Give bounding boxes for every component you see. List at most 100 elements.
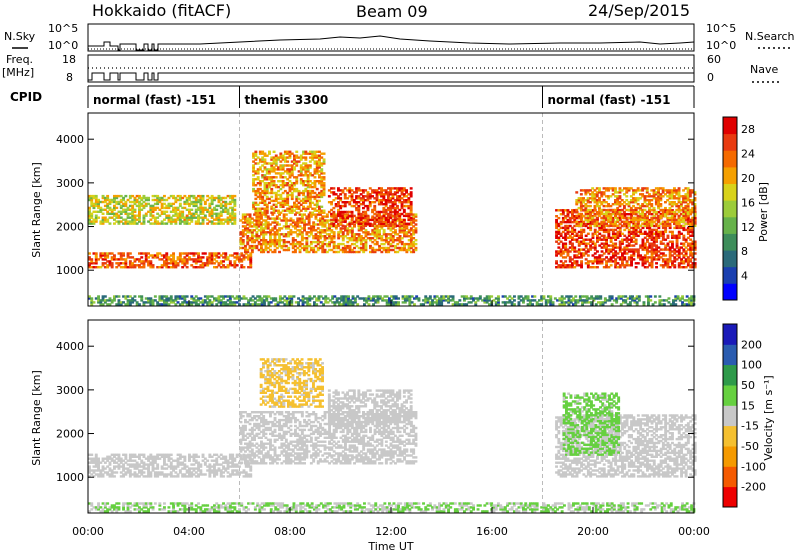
echo-cell	[158, 208, 162, 211]
echo-cell	[113, 218, 116, 221]
echo-cell	[566, 224, 570, 228]
echo-cell	[394, 231, 397, 234]
echo-cell	[254, 193, 258, 197]
echo-cell	[646, 252, 649, 255]
echo-cell	[654, 218, 658, 222]
echo-cell	[377, 218, 381, 222]
echo-cell	[625, 216, 629, 220]
echo-cell	[564, 250, 568, 253]
echo-cell	[577, 240, 581, 243]
echo-cell	[362, 220, 365, 223]
echo-cell	[260, 250, 263, 254]
echo-cell	[213, 258, 216, 261]
echo-cell	[693, 206, 697, 210]
echo-cell	[233, 303, 237, 306]
echo-cell	[169, 262, 173, 265]
echo-cell	[579, 224, 583, 227]
echo-cell	[682, 234, 686, 237]
echo-cell	[686, 199, 690, 202]
echo-cell	[328, 233, 331, 236]
echo-cell	[255, 233, 259, 236]
echo-cell	[577, 252, 581, 255]
echo-cell	[290, 160, 294, 163]
echo-cell	[412, 240, 416, 244]
echo-cell	[88, 216, 91, 219]
echo-cell	[575, 254, 579, 257]
echo-cell	[119, 266, 123, 269]
echo-cell	[260, 227, 263, 230]
echo-cell	[244, 256, 248, 259]
echo-cell	[273, 250, 277, 254]
echo-cell	[94, 202, 98, 206]
echo-cell	[167, 196, 171, 200]
echo-cell	[668, 226, 672, 230]
echo-cell	[197, 254, 200, 257]
echo-cell	[348, 250, 352, 254]
echo-cell	[591, 266, 595, 269]
echo-cell	[387, 201, 390, 204]
echo-cell	[593, 206, 597, 210]
echo-cell	[210, 214, 214, 217]
echo-cell	[217, 196, 221, 200]
echo-cell	[639, 206, 642, 210]
echo-cell	[304, 187, 308, 191]
echo-cell	[648, 262, 652, 265]
echo-cell	[611, 222, 615, 225]
echo-cell	[151, 301, 155, 304]
echo-cell	[382, 222, 386, 225]
echo-cell	[677, 246, 681, 249]
echo-cell	[384, 239, 388, 242]
echo-cell	[347, 301, 350, 304]
echo-cell	[253, 240, 256, 244]
echo-cell	[208, 204, 212, 208]
echo-cell	[677, 232, 681, 235]
echo-cell	[265, 211, 269, 214]
echo-cell	[298, 219, 302, 222]
echo-cell	[97, 216, 100, 219]
echo-cell	[389, 201, 393, 204]
echo-cell	[357, 250, 361, 254]
echo-cell	[589, 266, 593, 269]
echo-cell	[304, 158, 308, 161]
echo-cell	[409, 187, 413, 190]
echo-cell	[657, 189, 660, 192]
echo-cell	[328, 244, 331, 248]
echo-cell	[268, 172, 271, 175]
echo-cell	[634, 216, 638, 220]
echo-cell	[165, 262, 169, 265]
echo-cell	[359, 239, 363, 242]
echo-cell	[311, 207, 315, 210]
echo-cell	[249, 256, 253, 259]
echo-cell	[677, 222, 681, 225]
echo-cell	[269, 233, 272, 236]
echo-cell	[598, 256, 602, 259]
echo-cell	[577, 222, 581, 225]
echo-cell	[618, 201, 622, 204]
echo-cell	[288, 152, 292, 155]
echo-cell	[657, 199, 660, 202]
echo-cell	[394, 246, 397, 250]
echo-cell	[262, 239, 266, 242]
echo-cell	[310, 297, 314, 300]
echo-cell	[591, 234, 595, 237]
echo-cell	[269, 242, 272, 246]
echo-cell	[261, 164, 265, 167]
echo-cell	[318, 160, 321, 163]
echo-cell	[315, 209, 319, 212]
echo-cell	[172, 220, 175, 223]
nave-tick-bottom: 0	[707, 71, 714, 84]
echo-cell	[261, 174, 265, 177]
echo-cell	[323, 237, 327, 240]
echo-cell	[668, 210, 672, 214]
echo-cell	[178, 216, 182, 219]
echo-cell	[568, 211, 572, 214]
echo-cell	[680, 262, 683, 265]
echo-cell	[396, 246, 400, 250]
echo-cell	[151, 204, 155, 208]
echo-cell	[376, 297, 380, 300]
echo-cell	[222, 301, 225, 304]
echo-cell	[629, 216, 633, 220]
echo-cell	[332, 237, 336, 240]
echo-cell	[650, 234, 654, 237]
echo-cell	[604, 218, 608, 222]
